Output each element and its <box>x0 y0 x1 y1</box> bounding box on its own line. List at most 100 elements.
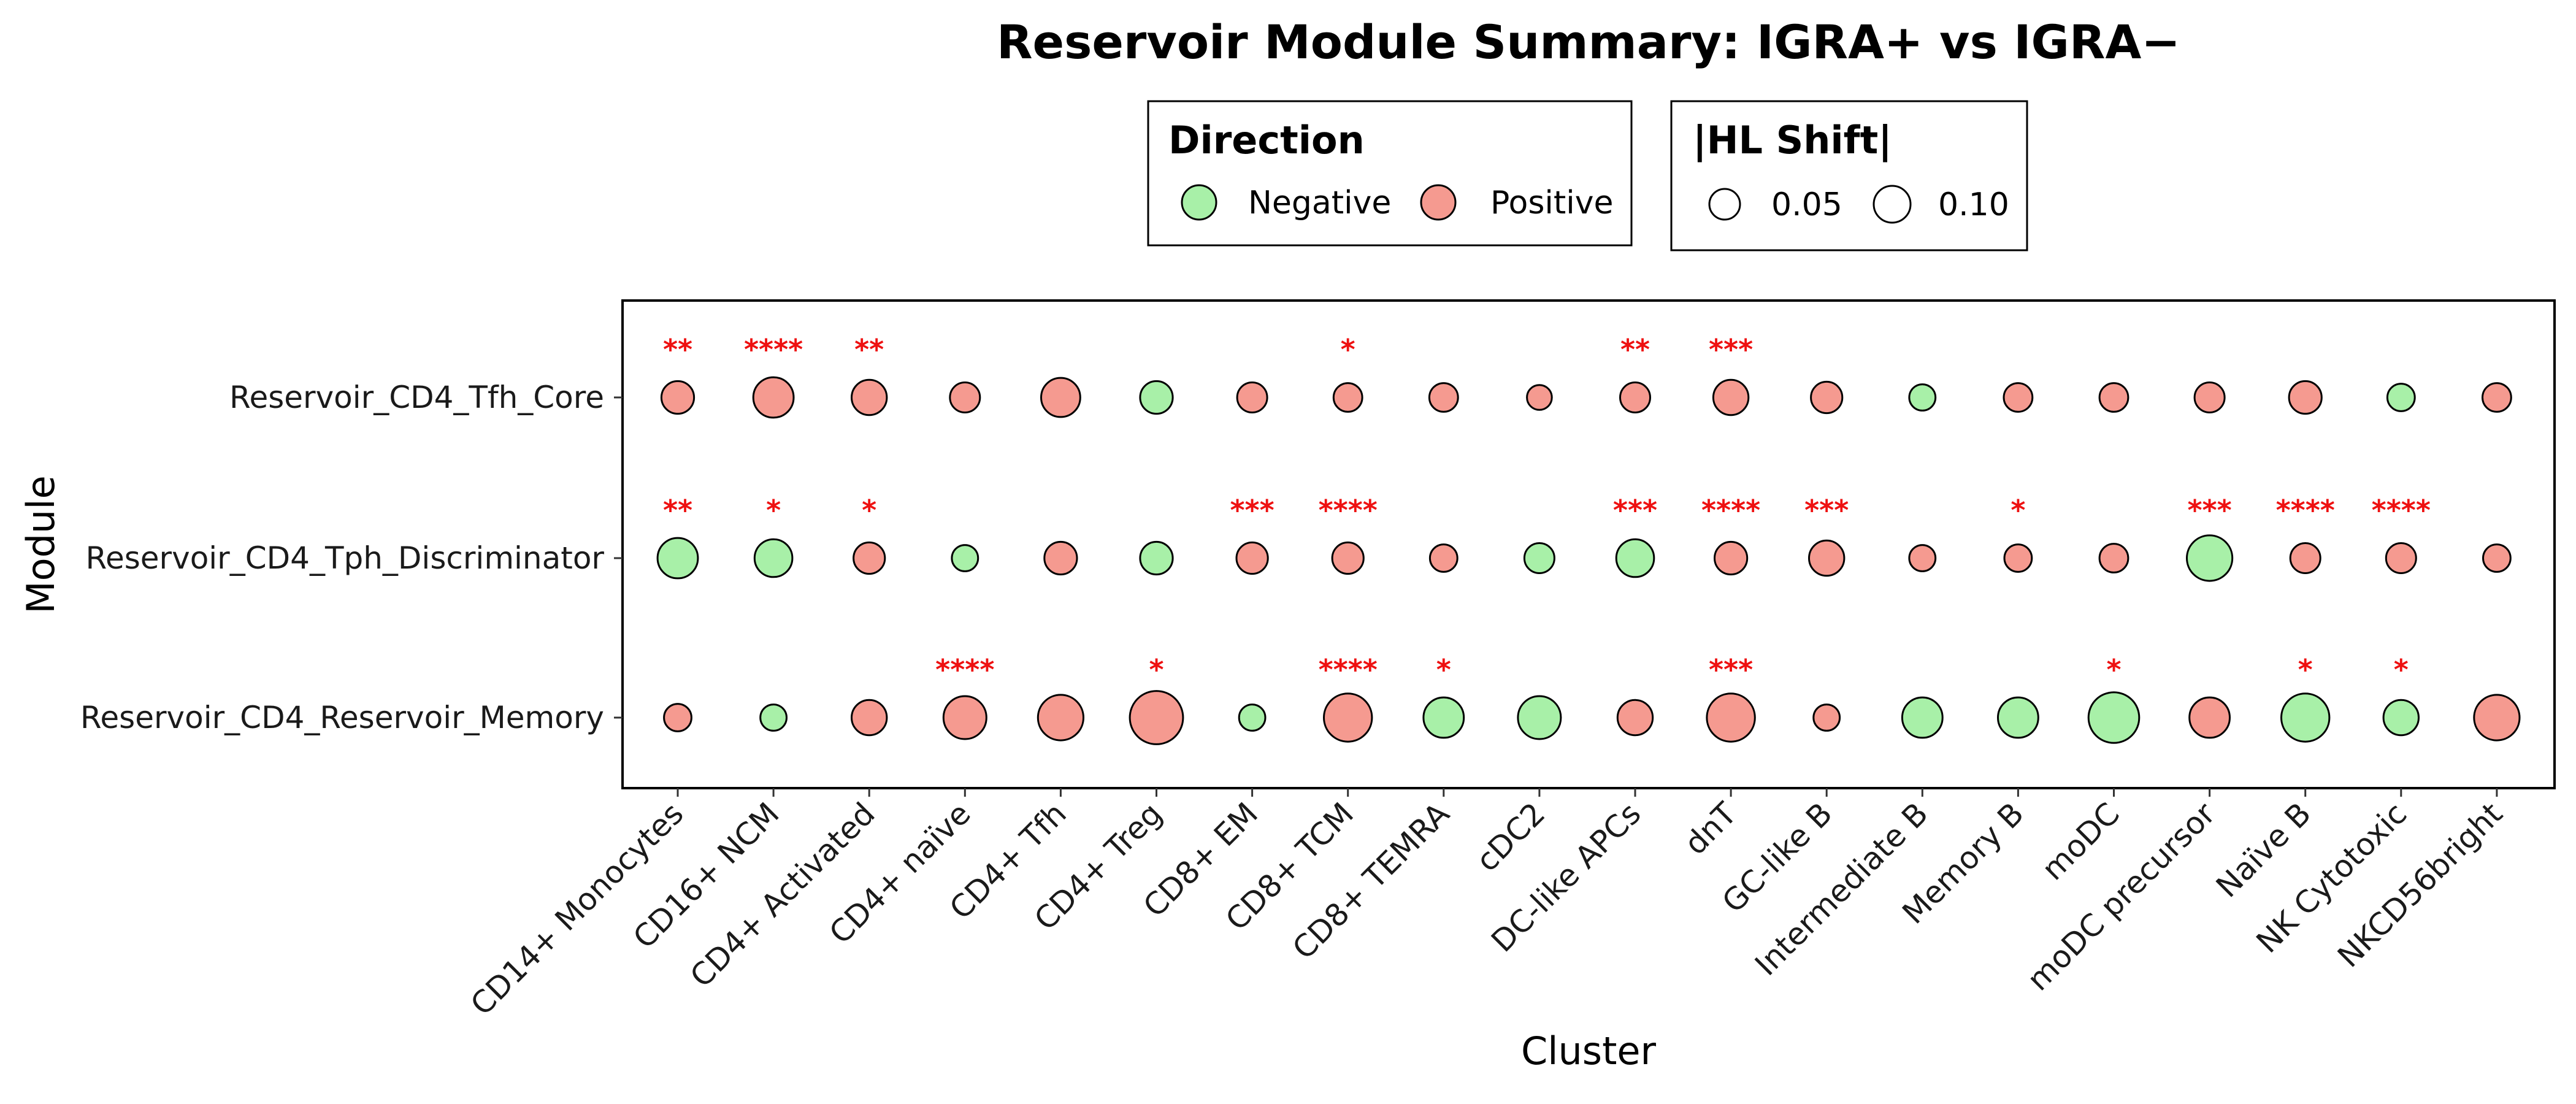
point-na-ve-b-1 <box>2288 380 2323 415</box>
significance-label: * <box>1436 653 1451 686</box>
x-axis-title: Cluster <box>1521 1029 1657 1073</box>
point-cd14-monocytes-1 <box>660 380 696 415</box>
points <box>656 376 2521 745</box>
point-na-ve-b-2 <box>2289 542 2321 574</box>
significance-label: **** <box>1701 494 1760 527</box>
point-cd4-treg-1 <box>1139 380 1174 415</box>
significance-label: *** <box>1709 653 1753 686</box>
significance-label: * <box>2011 494 2025 527</box>
significance-label: **** <box>1319 494 1378 527</box>
legend-positive-swatch <box>1420 184 1457 221</box>
point-nkcd56bright-2 <box>2482 543 2512 573</box>
point-memory-b-3 <box>1997 696 2039 739</box>
significance-label: *** <box>1804 494 1849 527</box>
legend-size-box <box>1670 100 2028 251</box>
point-cd8-temra-2 <box>1428 543 1459 573</box>
significance-label: **** <box>1319 653 1378 686</box>
significance-label: * <box>2106 653 2121 686</box>
point-intermediate-b-2 <box>1908 544 1937 572</box>
x-tick-label: cDC2 <box>1470 795 1552 878</box>
point-dnt-3 <box>1706 692 1756 743</box>
point-cd8-em-3 <box>1238 703 1267 732</box>
point-modc-precursor-3 <box>2188 696 2231 739</box>
point-cd4-na-ve-3 <box>942 695 987 740</box>
point-cdc2-3 <box>1517 695 1562 740</box>
point-memory-b-1 <box>2003 382 2034 413</box>
point-cd8-temra-3 <box>1422 696 1465 739</box>
significance-label: * <box>1341 333 1355 366</box>
point-cd8-temra-1 <box>1428 382 1459 413</box>
x-tick-label: dnT <box>1677 795 1744 862</box>
point-modc-precursor-2 <box>2186 534 2234 582</box>
point-gc-like-b-3 <box>1812 703 1841 732</box>
x-tick-label: CD4+ Activated <box>683 795 882 994</box>
point-cd4-activated-1 <box>851 378 888 416</box>
point-nkcd56bright-3 <box>2473 694 2521 742</box>
point-gc-like-b-2 <box>1808 539 1846 577</box>
point-dc-like-apcs-2 <box>1615 538 1655 578</box>
point-modc-3 <box>2087 691 2141 744</box>
legend-negative-label: Negative <box>1248 185 1391 221</box>
x-tick-label: moDC <box>2035 795 2126 887</box>
legend-size-small-label: 0.05 <box>1771 186 1842 223</box>
point-cd4-tfh-3 <box>1037 694 1085 742</box>
point-cd16-ncm-1 <box>752 376 795 419</box>
legend-size-large-label: 0.10 <box>1938 186 2009 223</box>
point-intermediate-b-1 <box>1908 383 1937 412</box>
point-cd4-tfh-2 <box>1043 540 1078 576</box>
point-cd16-ncm-2 <box>753 538 794 578</box>
significance-label: *** <box>1613 494 1657 527</box>
point-modc-2 <box>2098 543 2129 573</box>
significance-label: **** <box>2372 494 2431 527</box>
legend-size: |HL Shift| 0.05 0.10 <box>1670 100 2028 251</box>
legend-positive-label: Positive <box>1490 185 1613 221</box>
significance-label: *** <box>2188 494 2232 527</box>
chart-title: Reservoir Module Summary: IGRA+ vs IGRA− <box>997 15 2180 69</box>
point-cd14-monocytes-2 <box>656 537 699 580</box>
x-tick-label: NKCD56bright <box>2331 795 2509 974</box>
point-cd8-em-2 <box>1235 541 1269 575</box>
legend-size-small-swatch <box>1708 188 1741 221</box>
legend-size-large-swatch <box>1873 185 1912 224</box>
point-cd8-tcm-1 <box>1332 382 1363 413</box>
significance-label: * <box>1149 653 1163 686</box>
point-cdc2-1 <box>1526 384 1553 411</box>
significance-label: *** <box>1230 494 1275 527</box>
significance-label: * <box>2394 653 2409 686</box>
y-axis-title: Module <box>18 475 63 613</box>
point-dc-like-apcs-1 <box>1619 381 1651 413</box>
y-tick-label: Reservoir_CD4_Tfh_Core <box>229 380 604 415</box>
significance-label: ** <box>663 494 692 527</box>
significance-label: **** <box>744 333 803 366</box>
point-nk-cytotoxic-2 <box>2385 542 2417 574</box>
point-dnt-2 <box>1714 540 1749 576</box>
point-cd16-ncm-3 <box>759 703 788 732</box>
significance-label: * <box>766 494 781 527</box>
legend-direction-box <box>1147 100 1633 247</box>
point-gc-like-b-1 <box>1810 380 1844 415</box>
y-tick-label: Reservoir_CD4_Reservoir_Memory <box>80 700 604 735</box>
significance-label: *** <box>1709 333 1753 366</box>
legend-negative-swatch <box>1181 184 1217 221</box>
point-intermediate-b-3 <box>1901 696 1944 739</box>
legend-direction: Direction Negative Positive <box>1147 100 1633 247</box>
significance-label: * <box>2298 653 2313 686</box>
plot-panel <box>621 299 2556 789</box>
significance-label: **** <box>935 653 994 686</box>
point-cdc2-2 <box>1523 542 1555 574</box>
point-nk-cytotoxic-3 <box>2382 699 2420 737</box>
point-cd4-treg-2 <box>1139 540 1174 576</box>
point-modc-precursor-1 <box>2193 381 2226 413</box>
point-nkcd56bright-1 <box>2482 382 2512 413</box>
point-cd4-na-ve-2 <box>951 544 979 572</box>
significance-labels: ** **** ** * ** ***** * * *** **** *** **** *** * *** *… <box>663 333 2431 686</box>
legend-size-title: |HL Shift| <box>1693 118 1892 163</box>
legend-direction-title: Direction <box>1168 118 1365 163</box>
point-cd4-activated-2 <box>853 541 886 575</box>
point-dnt-1 <box>1712 378 1750 416</box>
point-modc-1 <box>2098 382 2129 413</box>
significance-label: ** <box>663 333 692 366</box>
